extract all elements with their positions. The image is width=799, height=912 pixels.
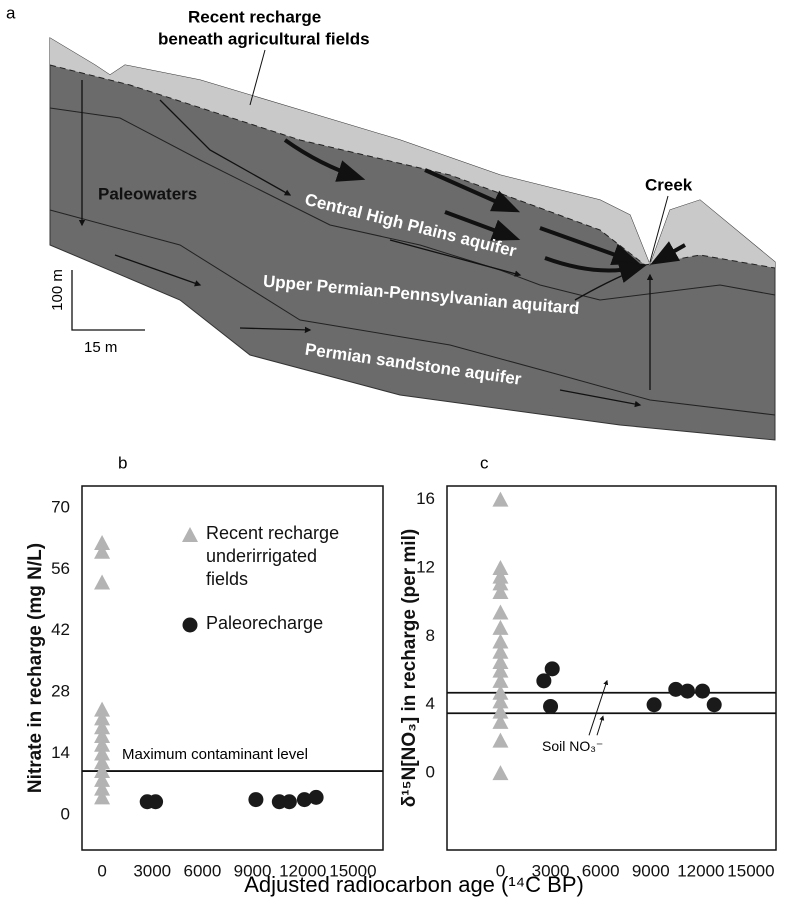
data-point xyxy=(492,492,508,507)
data-point xyxy=(492,604,508,619)
data-point xyxy=(148,794,163,809)
x-tick-label: 3000 xyxy=(133,861,171,880)
scale-label: 100 m xyxy=(49,269,66,311)
y-tick-label: 4 xyxy=(426,694,435,713)
x-tick-label: 12000 xyxy=(279,861,326,880)
reference-label: Maximum contaminant level xyxy=(122,746,308,763)
x-tick-label: 15000 xyxy=(727,861,774,880)
x-tick-label: 6000 xyxy=(183,861,221,880)
y-tick-label: 0 xyxy=(426,763,435,782)
x-tick-label: 15000 xyxy=(329,861,376,880)
data-point xyxy=(492,765,508,780)
y-tick-label: 28 xyxy=(51,682,70,701)
y-tick-label: 0 xyxy=(61,804,70,823)
label: Paleowaters xyxy=(98,184,197,203)
x-tick-label: 3000 xyxy=(532,861,570,880)
x-tick-label: 12000 xyxy=(677,861,724,880)
annotation-arrow xyxy=(597,716,603,735)
data-point xyxy=(647,697,662,712)
data-point xyxy=(543,699,558,714)
label: Recent recharge xyxy=(188,7,321,26)
data-point xyxy=(492,733,508,748)
x-tick-label: 9000 xyxy=(632,861,670,880)
legend-label: Recent recharge underirrigated fields xyxy=(206,522,356,591)
data-point xyxy=(309,790,324,805)
data-point xyxy=(94,574,110,589)
y-tick-label: 16 xyxy=(416,489,435,508)
data-point xyxy=(282,794,297,809)
data-point xyxy=(248,792,263,807)
x-tick-label: 6000 xyxy=(582,861,620,880)
diagram: a Recent recharge beneath agricultural f… xyxy=(6,3,775,440)
data-point xyxy=(492,620,508,635)
label: beneath agricultural fields xyxy=(158,29,370,48)
data-point xyxy=(183,618,198,633)
panel-letter: a xyxy=(6,3,16,22)
panel-letter: c xyxy=(480,453,489,472)
data-point xyxy=(680,684,695,699)
data-point xyxy=(707,697,722,712)
x-tick-label: 0 xyxy=(496,861,505,880)
y-tick-label: 42 xyxy=(51,620,70,639)
legend-entry: Recent recharge underirrigated fields xyxy=(206,522,376,602)
y-axis-label: Nitrate in recharge (mg N/L) xyxy=(25,543,46,793)
x-tick-label: 9000 xyxy=(234,861,272,880)
label: Creek xyxy=(645,175,693,194)
legend-label: Paleorecharge xyxy=(206,612,356,635)
annotation: Soil NO₃⁻ xyxy=(542,738,603,754)
data-point xyxy=(545,661,560,676)
data-point xyxy=(695,684,710,699)
y-tick-label: 8 xyxy=(426,626,435,645)
annotation-arrow xyxy=(589,681,607,736)
scale-label: 15 m xyxy=(84,339,117,356)
data-point xyxy=(182,527,198,542)
legend-entry: Paleorecharge xyxy=(206,612,376,692)
x-tick-label: 0 xyxy=(97,861,106,880)
y-tick-label: 14 xyxy=(51,743,70,762)
y-tick-label: 70 xyxy=(51,497,70,516)
panel-letter: b xyxy=(118,453,127,472)
figure: a Recent recharge beneath agricultural f… xyxy=(0,0,799,907)
y-tick-label: 56 xyxy=(51,559,70,578)
y-axis-label: δ¹⁵N[NO₃] in recharge (per mil) xyxy=(399,529,420,807)
